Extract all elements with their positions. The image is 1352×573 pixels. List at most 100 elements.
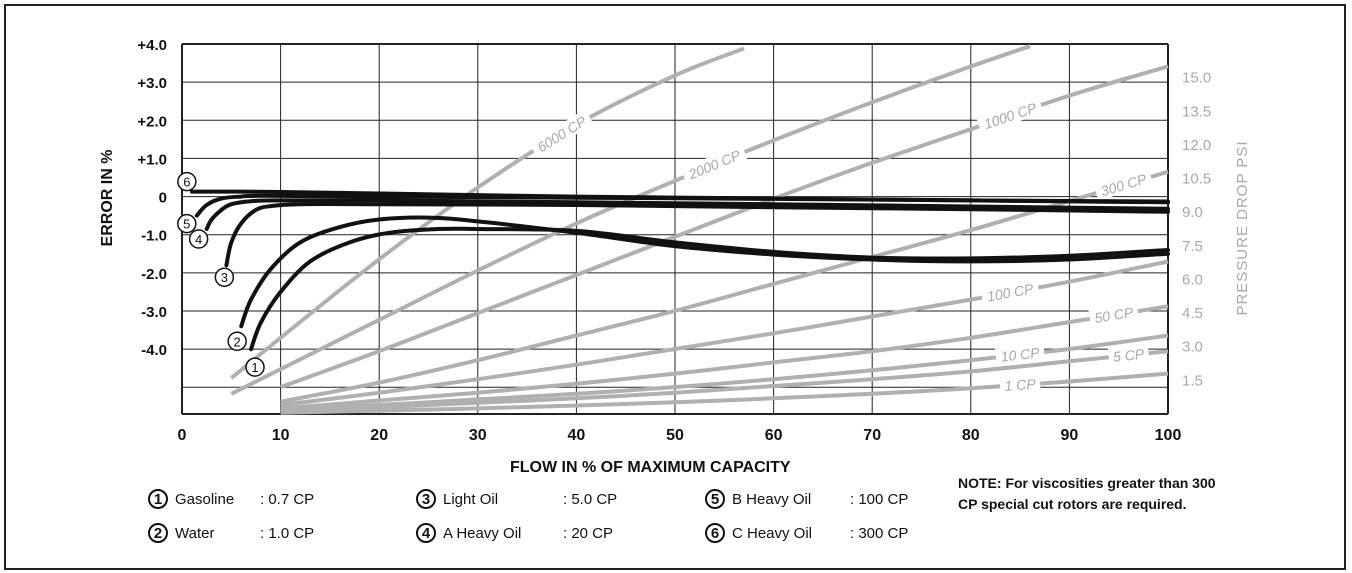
- curve-marker-circle: [177, 171, 197, 192]
- pressure-curve: [280, 304, 1169, 411]
- pressure-label-text: 10 CP: [1000, 344, 1041, 364]
- x-tick-label: 30: [469, 427, 487, 444]
- pressure-label-bg: [999, 374, 1041, 395]
- y-tick-label: -2.0: [141, 266, 167, 283]
- pressure-label-bg: [976, 96, 1044, 134]
- pressure-label-bg: [1088, 302, 1140, 327]
- pressure-label-text: 1000 CP: [982, 99, 1039, 132]
- pressure-label-bg: [680, 143, 748, 185]
- legend-name: A Heavy Oil: [443, 524, 522, 542]
- legend-item-5: 5 B Heavy Oil : 100 CP: [705, 489, 908, 509]
- pressure-curve-label: 6000 CP: [529, 109, 594, 159]
- x-tick-label: 40: [568, 427, 586, 444]
- y-tick-label: -3.0: [141, 304, 167, 321]
- pressure-label-text: 300 CP: [1099, 170, 1149, 199]
- pressure-label-bg: [994, 342, 1046, 366]
- curve-marker-circle: [245, 357, 265, 377]
- curve-marker-circle: [188, 229, 209, 249]
- y2-tick-label: 7.5: [1182, 238, 1203, 255]
- pressure-curve-label: 300 CP: [1093, 168, 1154, 201]
- y2-tick-label: 10.5: [1182, 171, 1211, 188]
- legend-number: 4: [416, 523, 436, 543]
- curve-marker-number: 6: [183, 175, 190, 190]
- pressure-curve: [280, 169, 1169, 404]
- legend-viscosity: : 1.0 CP: [260, 524, 315, 542]
- pressure-curve-label: 1000 CP: [976, 96, 1044, 134]
- viscosity-note: NOTE: For viscosities greater than 300 C…: [958, 475, 1216, 512]
- y2-tick-label: 9.0: [1182, 204, 1203, 221]
- legend-viscosity: : 20 CP: [563, 524, 614, 542]
- y2-axis-title: PRESSURE DROP PSI: [1234, 140, 1251, 315]
- pressure-curve: [230, 46, 745, 380]
- y-tick-label: +1.0: [137, 151, 167, 168]
- pressure-curve: [280, 349, 1169, 414]
- curve-markers: 12 3 45 6: [177, 171, 265, 377]
- y2-tick-label: 3.0: [1182, 339, 1203, 356]
- y-tick-label: +3.0: [137, 75, 167, 92]
- legend-viscosity: : 5.0 CP: [563, 490, 618, 508]
- curve-marker-number: 5: [183, 217, 190, 232]
- pressure-label-bg: [529, 109, 594, 159]
- pressure-label-bg: [980, 278, 1040, 306]
- x-tick-label: 0: [178, 427, 187, 444]
- curve-marker-number: 2: [234, 334, 241, 349]
- pressure-curve-label: 100 CP: [980, 278, 1040, 306]
- error-curves: [189, 189, 1170, 352]
- y-axis-title: ERROR IN %: [99, 150, 116, 247]
- pressure-curve-label: 10 CP: [994, 342, 1046, 366]
- pressure-label-text: 100 CP: [986, 280, 1035, 304]
- y-tick-label: +2.0: [137, 113, 167, 130]
- y-tick-label: -4.0: [141, 342, 167, 359]
- curve-marker-circle: [214, 267, 235, 287]
- y-tick-label: -1.0: [141, 228, 167, 245]
- pressure-label-bg: [1107, 344, 1150, 366]
- legend-number: 6: [705, 523, 725, 543]
- y2-tick-label: 12.0: [1182, 137, 1211, 154]
- legend-item-6: 6 C Heavy Oil : 300 CP: [705, 523, 908, 543]
- x-tick-label: 70: [863, 427, 881, 444]
- pressure-curve-label: 50 CP: [1088, 302, 1140, 327]
- axis-ticks: 0 10 20 30 40 50 60 70 80 90 100 +4.0 +3.0 +2.0 +1.0 0 -…: [99, 37, 1251, 476]
- curve-marker-number: 4: [195, 232, 202, 247]
- pressure-label-text: 50 CP: [1093, 304, 1135, 326]
- y2-tick-label: 13.5: [1182, 103, 1211, 120]
- pressure-curve-labels: 6000 CP 2000 CP 1000 CP 300 CP 100 CP 50 CP 10…: [529, 96, 1154, 395]
- error-curve: [239, 215, 1170, 329]
- y-tick-label: 0: [159, 190, 167, 207]
- legend-number: 1: [148, 489, 168, 509]
- x-tick-label: 20: [370, 427, 388, 444]
- legend-item-1: 1 Gasoline : 0.7 CP: [148, 489, 314, 509]
- legend-item-3: 3 Light Oil : 5.0 CP: [416, 489, 617, 509]
- error-curve: [204, 198, 1170, 231]
- legend-name: Gasoline: [175, 490, 235, 508]
- chart-frame: [4, 4, 1346, 570]
- legend-number: 5: [705, 489, 725, 509]
- x-tick-label: 50: [666, 427, 684, 444]
- legend-name: B Heavy Oil: [732, 490, 812, 508]
- pressure-label-text: 5 CP: [1112, 346, 1145, 365]
- curve-marker-circle: [177, 213, 197, 234]
- pressure-curve-label: 5 CP: [1107, 344, 1150, 366]
- y2-tick-label: 1.5: [1182, 372, 1203, 389]
- y2-tick-label: 15.0: [1182, 70, 1211, 87]
- legend-name: Water: [175, 524, 215, 542]
- curve-marker-number: 3: [221, 270, 228, 285]
- legend-item-4: 4 A Heavy Oil : 20 CP: [416, 523, 613, 543]
- legend-viscosity: : 0.7 CP: [260, 490, 315, 508]
- x-tick-label: 90: [1061, 427, 1079, 444]
- curve-marker-circle: [227, 331, 247, 352]
- legend-number: 2: [148, 523, 168, 543]
- error-curve: [189, 189, 1170, 204]
- pressure-label-text: 2000 CP: [685, 147, 743, 183]
- curve-marker-number: 1: [251, 360, 258, 375]
- pressure-label-text: 1 CP: [1004, 376, 1037, 394]
- legend-name: C Heavy Oil: [732, 524, 813, 542]
- error-curve: [224, 202, 1170, 268]
- x-tick-label: 100: [1155, 427, 1182, 444]
- legend-number: 3: [416, 489, 436, 509]
- pressure-curve-label: 2000 CP: [680, 143, 748, 185]
- pressure-label-text: 6000 CP: [534, 113, 589, 156]
- pressure-label-bg: [1093, 168, 1154, 201]
- pressure-curve-label: 1 CP: [999, 374, 1041, 395]
- x-tick-label: 10: [272, 427, 290, 444]
